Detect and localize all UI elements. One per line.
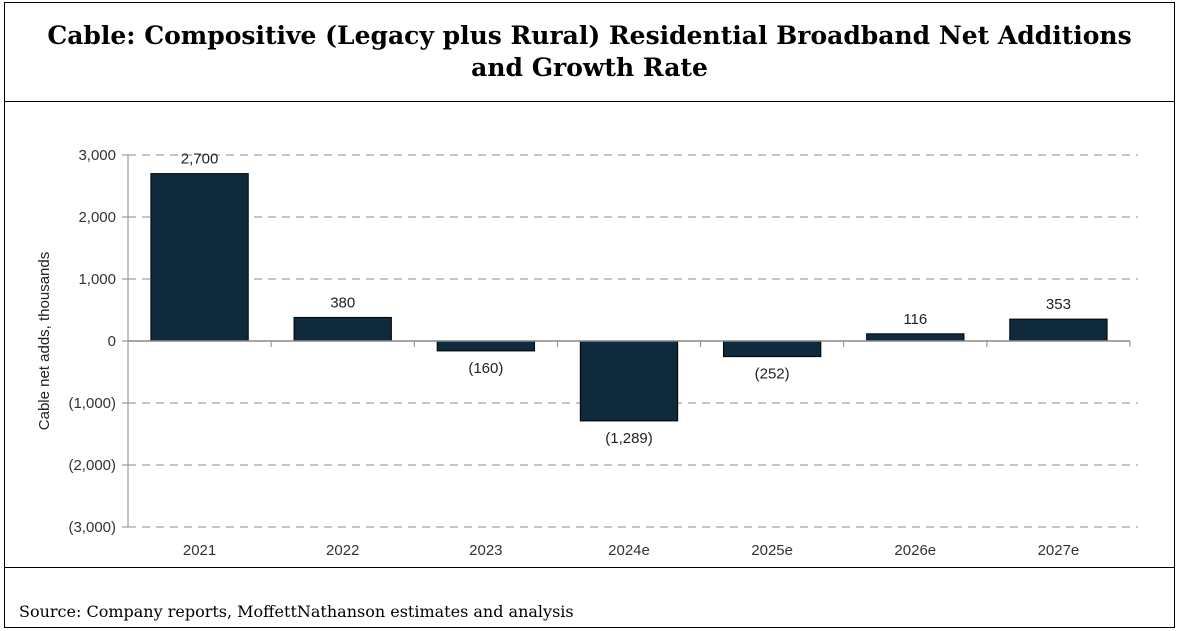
- chart-area: 3,000 2,000 1,000 0 (1,000) (2,000) (3,000) 2,7…: [5, 101, 1174, 568]
- x-tick-label: 2027e: [1038, 542, 1080, 559]
- chart-frame: Cable: Compositive (Legacy plus Rural) R…: [4, 2, 1175, 628]
- bar: [436, 340, 536, 352]
- bar: [579, 340, 679, 422]
- title-box: Cable: Compositive (Legacy plus Rural) R…: [5, 3, 1174, 102]
- bar: [293, 316, 392, 342]
- data-label: (1,289): [605, 430, 653, 447]
- x-tick-label: 2024e: [608, 542, 650, 559]
- y-tick-label: (2,000): [68, 457, 116, 474]
- x-tick-label: 2022: [326, 542, 359, 559]
- data-label: (252): [755, 366, 790, 383]
- y-tick-label: (3,000): [68, 519, 116, 536]
- bar: [1009, 318, 1108, 342]
- data-label: 380: [330, 294, 355, 311]
- data-label: 116: [903, 311, 927, 328]
- data-label: (160): [468, 360, 503, 377]
- bar: [866, 333, 965, 342]
- x-tick-label: 2026e: [894, 542, 936, 559]
- y-tick-label: 1,000: [78, 271, 116, 288]
- data-label: 353: [1046, 296, 1071, 313]
- x-tick-label: 2023: [469, 542, 502, 559]
- x-tick-label: 2021: [183, 542, 216, 559]
- data-label: 2,700: [181, 151, 219, 168]
- bar: [722, 340, 822, 358]
- bar: [150, 173, 249, 342]
- bar-chart: 3,000 2,000 1,000 0 (1,000) (2,000) (3,000) 2,7…: [36, 147, 1138, 559]
- x-tick-label: 2025e: [751, 542, 793, 559]
- source-note: Source: Company reports, MoffettNathanso…: [19, 602, 574, 621]
- y-tick-label: 3,000: [78, 147, 116, 164]
- y-tick-label: (1,000): [68, 395, 116, 412]
- y-axis-label: Cable net adds, thousands: [36, 252, 53, 430]
- y-tick-label: 2,000: [78, 209, 116, 226]
- y-tick-label: 0: [108, 333, 116, 350]
- chart-title: Cable: Compositive (Legacy plus Rural) R…: [47, 21, 1132, 82]
